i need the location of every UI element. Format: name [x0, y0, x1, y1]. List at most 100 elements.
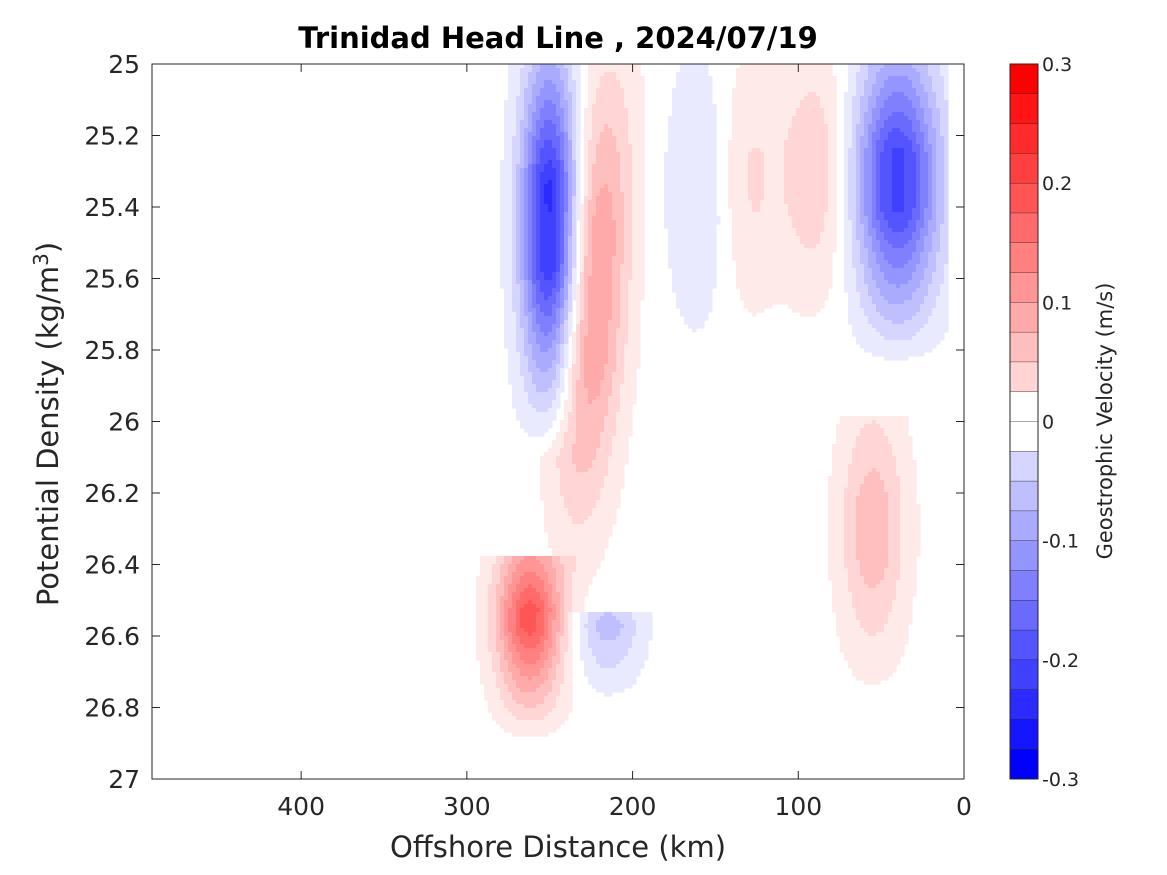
contour-cell	[668, 176, 673, 181]
contour-cell	[872, 200, 877, 205]
contour-cell	[748, 264, 753, 269]
contour-cell	[900, 144, 905, 149]
contour-cell	[528, 180, 533, 185]
contour-cell	[768, 236, 773, 241]
contour-cell	[736, 220, 741, 225]
contour-cell	[544, 120, 549, 125]
contour-cell	[560, 104, 565, 109]
contour-cell	[560, 232, 565, 237]
contour-cell	[764, 228, 769, 233]
contour-cell	[924, 264, 929, 269]
contour-cell	[608, 264, 613, 269]
contour-cell	[604, 204, 609, 209]
contour-cell	[864, 128, 869, 133]
contour-cell	[804, 216, 809, 221]
contour-cell	[536, 228, 541, 233]
contour-cell	[780, 176, 785, 181]
contour-cell	[920, 180, 925, 185]
contour-cell	[740, 148, 745, 153]
contour-cell	[700, 84, 705, 89]
contour-cell	[680, 92, 685, 97]
contour-cell	[552, 160, 557, 165]
contour-cell	[796, 100, 801, 105]
contour-cell	[588, 112, 593, 117]
contour-cell	[820, 216, 825, 221]
contour-cell	[568, 248, 573, 253]
contour-cell	[600, 148, 605, 153]
contour-cell	[692, 220, 697, 225]
contour-cell	[568, 100, 573, 105]
contour-cell	[904, 200, 909, 205]
contour-cell	[752, 136, 757, 141]
contour-cell	[680, 80, 685, 85]
contour-cell	[904, 92, 909, 97]
contour-cell	[832, 208, 837, 213]
contour-cell	[752, 244, 757, 249]
contour-cell	[636, 224, 641, 229]
contour-cell	[624, 204, 629, 209]
contour-cell	[832, 104, 837, 109]
contour-cell	[664, 224, 669, 229]
contour-cell	[500, 240, 505, 245]
contour-cell	[616, 188, 621, 193]
contour-cell	[688, 112, 693, 117]
contour-cell	[672, 240, 677, 245]
contour-cell	[596, 80, 601, 85]
contour-cell	[892, 252, 897, 257]
contour-cell	[832, 196, 837, 201]
contour-cell	[616, 136, 621, 141]
contour-cell	[748, 192, 753, 197]
contour-cell	[764, 168, 769, 173]
contour-cell	[820, 88, 825, 93]
contour-cell	[524, 124, 529, 129]
contour-cell	[528, 228, 533, 233]
contour-cell	[548, 260, 553, 265]
contour-cell	[868, 256, 873, 261]
contour-cell	[632, 264, 637, 269]
contour-cell	[900, 68, 905, 73]
contour-cell	[920, 240, 925, 245]
contour-cell	[868, 192, 873, 197]
contour-cell	[868, 96, 873, 101]
contour-cell	[520, 248, 525, 253]
contour-cell	[668, 248, 673, 253]
contour-cell	[828, 76, 833, 81]
contour-cell	[768, 120, 773, 125]
contour-cell	[680, 104, 685, 109]
contour-cell	[560, 256, 565, 261]
contour-cell	[540, 248, 545, 253]
contour-cell	[876, 144, 881, 149]
contour-cell	[520, 64, 525, 69]
contour-cell	[736, 92, 741, 97]
contour-cell	[792, 156, 797, 161]
contour-cell	[892, 232, 897, 237]
contour-cell	[848, 244, 853, 249]
contour-cell	[712, 252, 717, 257]
contour-cell	[788, 204, 793, 209]
contour-cell	[596, 128, 601, 133]
contour-cell	[896, 260, 901, 265]
contour-cell	[820, 92, 825, 97]
contour-cell	[932, 244, 937, 249]
contour-cell	[744, 64, 749, 69]
contour-cell	[680, 128, 685, 133]
contour-cell	[520, 244, 525, 249]
contour-cell	[780, 224, 785, 229]
contour-cell	[596, 184, 601, 189]
contour-cell	[900, 164, 905, 169]
contour-cell	[548, 216, 553, 221]
contour-cell	[936, 248, 941, 253]
contour-cell	[748, 228, 753, 233]
contour-cell	[536, 64, 541, 69]
contour-cell	[880, 96, 885, 101]
contour-cell	[632, 120, 637, 125]
contour-cell	[636, 256, 641, 261]
contour-cell	[904, 184, 909, 189]
contour-cell	[868, 144, 873, 149]
contour-cell	[708, 232, 713, 237]
contour-cell	[924, 188, 929, 193]
contour-cell	[616, 244, 621, 249]
contour-cell	[768, 192, 773, 197]
contour-cell	[880, 220, 885, 225]
contour-cell	[740, 176, 745, 181]
